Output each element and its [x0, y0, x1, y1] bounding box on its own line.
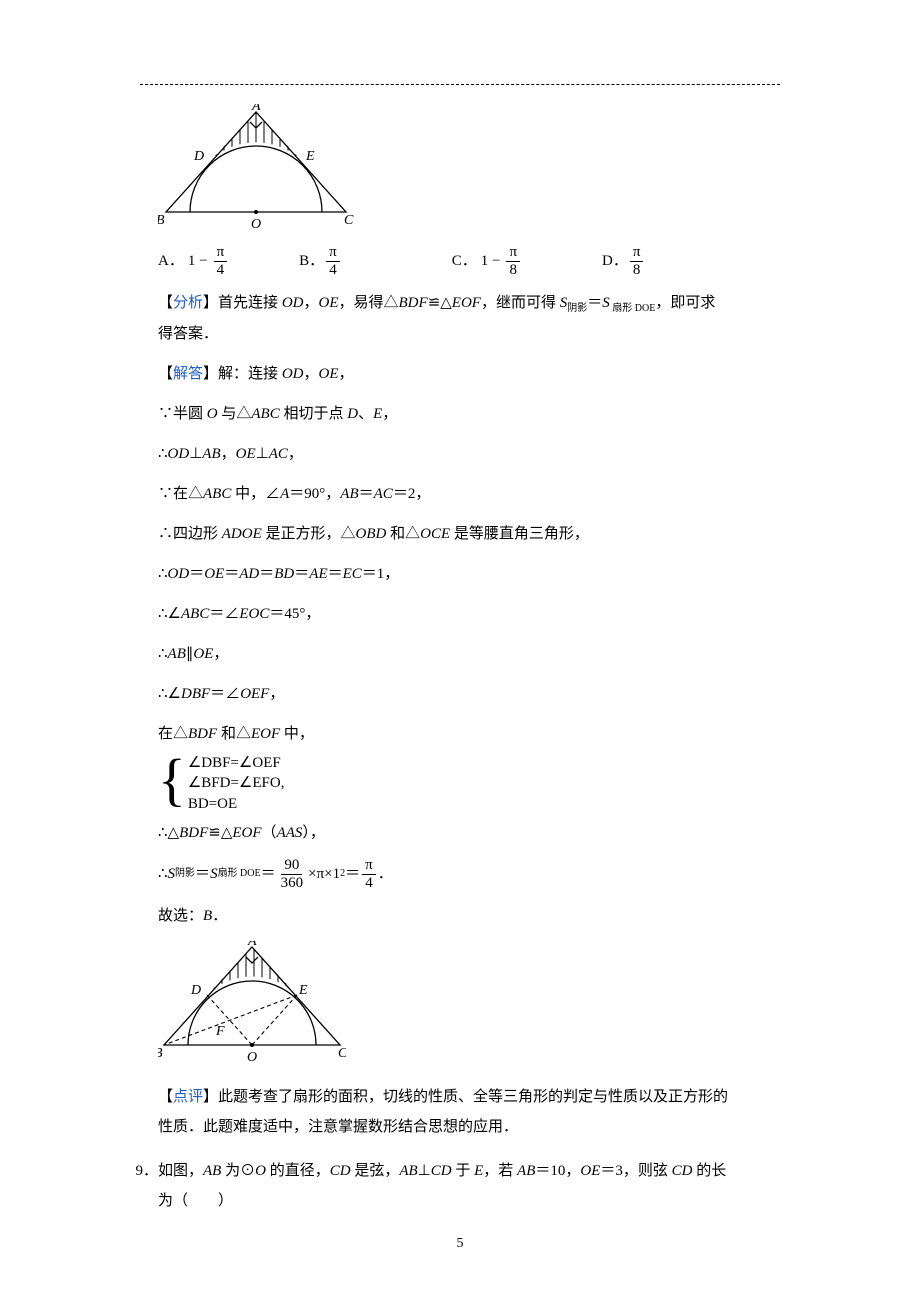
analysis-c2: ，易得△ — [339, 295, 399, 311]
svg-text:E: E — [305, 149, 315, 164]
solution-tag: 解答 — [173, 366, 203, 382]
sol-l8: ∴∠DBF＝∠OEF， — [158, 679, 762, 709]
option-c-label: C． — [452, 251, 477, 272]
triangle-semicircle-diagram: A B C O D E — [158, 104, 354, 232]
figure-q8-top: A B C O D E — [158, 104, 762, 239]
svg-text:B: B — [158, 213, 165, 228]
analysis-od: OD — [282, 295, 304, 311]
analysis-t1: 首先连接 — [218, 295, 282, 311]
option-c-prefix: 1 − — [481, 251, 501, 272]
svg-text:O: O — [247, 1050, 257, 1065]
option-b-frac: π 4 — [326, 245, 340, 278]
sol-l10: ∴△BDF≌△EOF（AAS）， — [158, 818, 762, 848]
sol-area-line: ∴ S阴影 ＝ S 扇形 DOE ＝ 90 360 ×π×12 ＝ π 4 ． — [158, 858, 762, 891]
triangle-semicircle-diagram-2: A B C O D E F — [158, 941, 346, 1065]
frac-pi-4: π 4 — [362, 858, 376, 891]
comment-tag: 点评 — [173, 1089, 203, 1105]
sol-c2: ， — [339, 366, 354, 382]
q9-line2: 为（ ） — [116, 1186, 762, 1216]
cases-r1: ∠DBF=∠OEF — [188, 753, 285, 773]
svg-text:C: C — [338, 1046, 346, 1061]
comment-l1: 此题考查了扇形的面积，切线的性质、全等三角形的判定与性质以及正方形的 — [218, 1089, 728, 1105]
option-d-label: D． — [602, 251, 628, 272]
answer-letter: B — [203, 908, 212, 924]
sol-l5: ∴OD＝OE＝AD＝BD＝AE＝EC＝1， — [158, 559, 762, 589]
cases-block: { ∠DBF=∠OEF ∠BFD=∠EFO, BD=OE — [158, 753, 762, 814]
analysis-sub2: 扇形 DOE — [610, 303, 656, 314]
sol-c1: ， — [303, 366, 318, 382]
svg-text:E: E — [298, 983, 308, 998]
svg-text:A: A — [251, 104, 261, 114]
option-a: A． 1 − π 4 — [158, 245, 229, 278]
content-area: A B C O D E A． 1 − π 4 B． — [158, 100, 762, 1216]
svg-text:D: D — [190, 983, 201, 998]
solution-head: 【解答】解：连接 OD，OE， — [158, 359, 762, 389]
analysis-line2: 得答案． — [158, 326, 218, 342]
comment-block: 【点评】此题考查了扇形的面积，切线的性质、全等三角形的判定与性质以及正方形的 性… — [158, 1082, 762, 1142]
question-9: 9．如图，AB 为⊙O 的直径，CD 是弦，AB⊥CD 于 E，若 AB＝10，… — [116, 1156, 762, 1216]
figure-q8-bottom: A B C O D E F — [158, 941, 762, 1072]
page: A B C O D E A． 1 − π 4 B． — [0, 0, 920, 1302]
analysis-sub1: 阴影 — [567, 303, 587, 314]
analysis-cong: ≌△ — [428, 295, 452, 311]
sol-answer: 故选：B． — [158, 901, 762, 931]
svg-text:B: B — [158, 1046, 163, 1061]
option-c: C． 1 − π 8 — [452, 245, 522, 278]
analysis-tm: ，继而可得 — [481, 295, 560, 311]
cases-body: ∠DBF=∠OEF ∠BFD=∠EFO, BD=OE — [188, 753, 285, 814]
option-b: B． π 4 — [299, 245, 342, 278]
cases-r3: BD=OE — [188, 794, 285, 814]
sol-l7: ∴AB∥OE， — [158, 639, 762, 669]
sol-lead: 解：连接 — [218, 366, 282, 382]
cases-r2: ∠BFD=∠EFO, — [188, 773, 285, 793]
option-d: D． π 8 — [602, 245, 645, 278]
comment-l2: 性质．此题难度适中，注意掌握数形结合思想的应用． — [158, 1119, 518, 1135]
option-c-frac: π 8 — [506, 245, 520, 278]
header-rule — [140, 84, 780, 85]
svg-text:O: O — [251, 217, 261, 232]
sol-l4: ∴四边形 ADOE 是正方形，△OBD 和△OCE 是等腰直角三角形， — [158, 519, 762, 549]
sol-l3: ∵在△ABC 中，∠A＝90°，AB＝AC＝2， — [158, 479, 762, 509]
sol-l2: ∴OD⊥AB，OE⊥AC， — [158, 439, 762, 469]
option-a-frac: π 4 — [214, 245, 228, 278]
analysis-s2: S — [602, 295, 610, 311]
option-a-prefix: 1 − — [188, 251, 208, 272]
option-a-label: A． — [158, 251, 184, 272]
frac-90-360: 90 360 — [278, 858, 307, 891]
sol-oe: OE — [319, 366, 339, 382]
option-d-frac: π 8 — [630, 245, 644, 278]
analysis-eof: EOF — [452, 295, 481, 311]
analysis-eq: ＝ — [587, 295, 602, 311]
option-b-label: B． — [299, 251, 324, 272]
svg-text:F: F — [215, 1024, 225, 1039]
area-sub2: 扇形 DOE — [218, 869, 261, 879]
options-row: A． 1 − π 4 B． π 4 C． 1 − π 8 — [158, 245, 762, 278]
page-number: 5 — [0, 1236, 920, 1252]
sol-l6: ∴∠ABC＝∠EOC＝45°， — [158, 599, 762, 629]
svg-text:A: A — [247, 941, 257, 949]
svg-text:D: D — [193, 149, 204, 164]
sol-l1: ∵半圆 O 与△ABC 相切于点 D、E， — [158, 399, 762, 429]
analysis-oe: OE — [319, 295, 339, 311]
sol-l9: 在△BDF 和△EOF 中， — [158, 719, 762, 749]
analysis-tag: 分析 — [173, 295, 203, 311]
analysis-ta: ，即可求 — [655, 295, 715, 311]
brace-icon: { — [158, 751, 186, 812]
sol-od: OD — [282, 366, 304, 382]
analysis-bdf: BDF — [399, 295, 428, 311]
analysis-block: 【分析】首先连接 OD，OE，易得△BDF≌△EOF，继而可得 S阴影＝S 扇形… — [158, 288, 762, 349]
analysis-c1: ， — [303, 295, 318, 311]
svg-text:C: C — [344, 213, 354, 228]
q9-number: 9． — [116, 1156, 158, 1186]
